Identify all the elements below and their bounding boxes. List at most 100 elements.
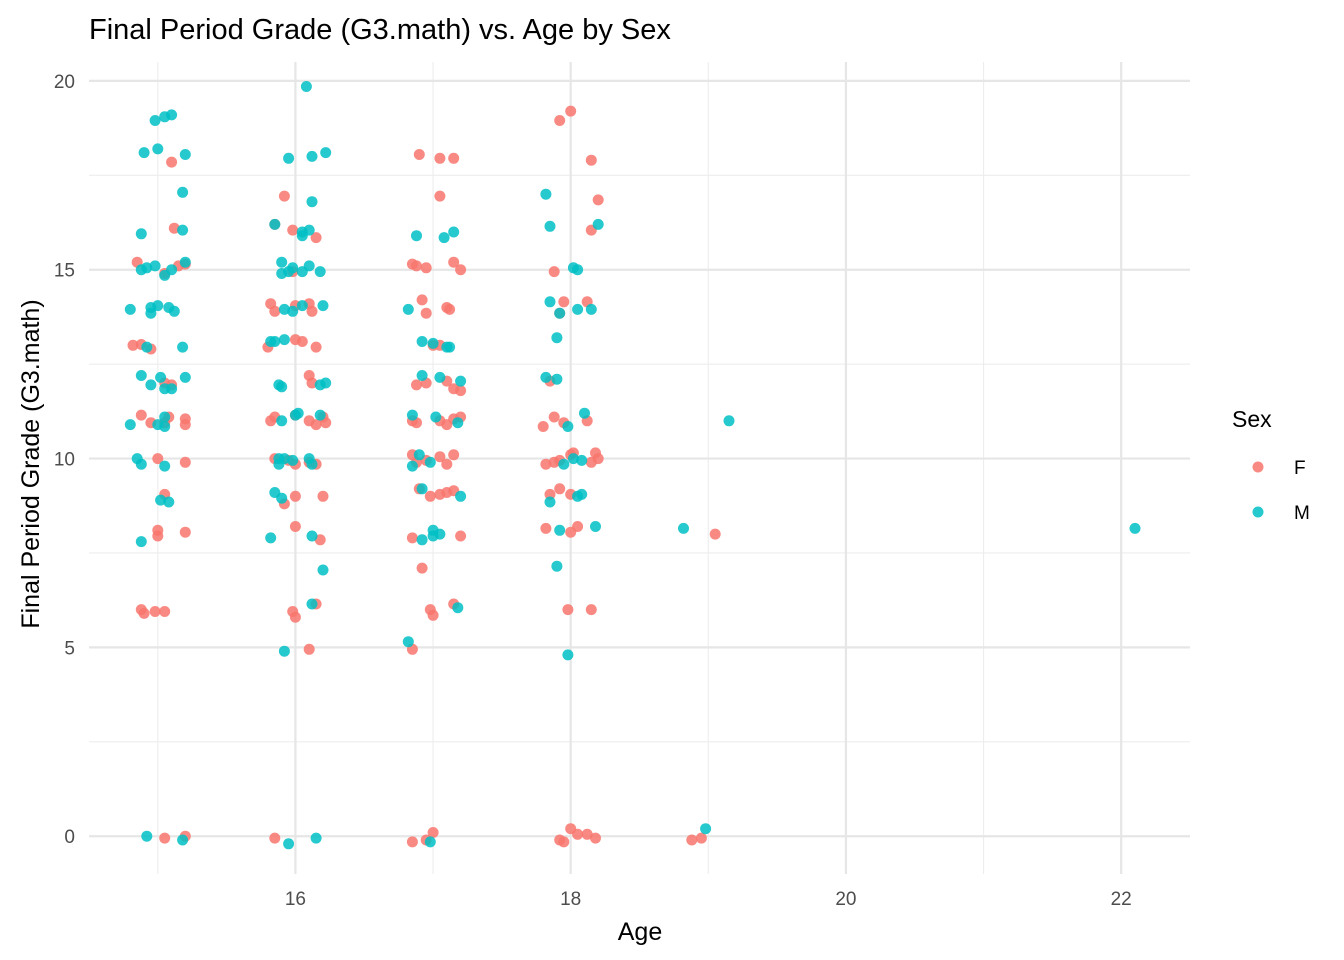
data-point-f xyxy=(554,115,566,126)
data-point-m xyxy=(562,649,574,661)
data-point-m xyxy=(265,532,277,544)
data-point-f xyxy=(585,154,597,166)
data-point-m xyxy=(314,266,326,278)
data-point-m xyxy=(427,337,439,349)
data-point-m xyxy=(155,371,167,383)
data-point-m xyxy=(306,150,318,162)
data-point-m xyxy=(306,598,318,610)
data-point-m xyxy=(455,375,467,387)
data-point-f xyxy=(310,419,322,431)
data-point-m xyxy=(1129,522,1141,534)
data-point-f xyxy=(441,458,453,470)
data-point-f xyxy=(448,152,460,164)
data-point-f xyxy=(416,294,428,306)
data-point-m xyxy=(287,305,299,317)
data-point-m xyxy=(562,421,574,432)
data-point-m xyxy=(141,341,153,353)
data-point-m xyxy=(427,530,439,542)
data-point-f xyxy=(455,385,467,397)
data-point-m xyxy=(540,371,552,383)
data-point-m xyxy=(278,303,290,315)
data-point-f xyxy=(554,483,566,495)
data-point-f xyxy=(149,606,161,617)
data-point-f xyxy=(455,530,467,542)
data-point-m xyxy=(579,407,590,419)
data-point-f xyxy=(581,828,593,840)
data-point-m xyxy=(149,260,161,272)
data-point-m xyxy=(576,454,588,466)
data-point-m xyxy=(135,458,147,470)
data-point-m xyxy=(287,262,299,274)
data-point-f xyxy=(558,836,570,848)
data-point-f xyxy=(544,488,556,500)
data-point-f xyxy=(306,377,318,389)
data-point-m xyxy=(416,534,428,546)
data-point-m xyxy=(406,460,418,472)
data-point-f xyxy=(416,562,428,574)
data-point-m xyxy=(700,823,712,835)
data-point-f xyxy=(306,305,318,317)
data-point-m xyxy=(124,303,136,315)
data-point-f xyxy=(434,152,446,164)
data-point-m xyxy=(590,521,601,532)
data-point-f xyxy=(289,521,301,532)
data-point-m xyxy=(416,483,428,495)
data-point-m xyxy=(444,341,456,353)
grid-lines xyxy=(89,62,1190,874)
data-point-m xyxy=(303,260,315,272)
data-point-m xyxy=(273,458,285,470)
data-point-m xyxy=(296,230,308,242)
data-point-m xyxy=(166,383,178,395)
data-point-f xyxy=(166,156,178,168)
x-axis-label: Age xyxy=(618,918,662,946)
data-point-m xyxy=(163,496,175,508)
data-point-f xyxy=(179,526,191,538)
data-point-m xyxy=(416,370,428,381)
data-point-f xyxy=(411,379,422,391)
data-point-m xyxy=(585,303,597,315)
data-point-f xyxy=(296,336,308,347)
data-point-f xyxy=(310,232,322,244)
data-point-f xyxy=(540,458,552,470)
data-point-f xyxy=(592,194,604,206)
data-point-f xyxy=(448,256,460,268)
data-point-f xyxy=(558,296,570,308)
data-point-m xyxy=(402,303,414,315)
data-point-m xyxy=(152,300,164,312)
data-point-f xyxy=(420,307,432,319)
data-point-m xyxy=(159,421,171,432)
data-point-f xyxy=(537,421,549,432)
data-point-m xyxy=(678,522,689,534)
data-point-m xyxy=(135,228,147,240)
data-point-f xyxy=(695,832,707,844)
data-point-f xyxy=(455,264,467,276)
data-point-m xyxy=(416,336,428,347)
data-point-m xyxy=(276,415,288,427)
data-point-f xyxy=(548,266,560,278)
data-point-m xyxy=(306,530,318,542)
data-point-m xyxy=(145,379,157,391)
x-tick-label: 22 xyxy=(1111,889,1132,910)
data-point-f xyxy=(320,417,332,429)
data-point-m xyxy=(320,147,332,159)
data-point-f xyxy=(179,419,191,431)
y-tick-label: 20 xyxy=(54,72,75,93)
data-point-m xyxy=(177,834,189,846)
data-point-m xyxy=(452,602,464,614)
data-point-m xyxy=(544,496,556,508)
data-point-m xyxy=(177,224,189,236)
data-point-m xyxy=(438,232,450,244)
data-point-m xyxy=(424,836,436,848)
data-point-f xyxy=(444,303,456,315)
data-point-m xyxy=(289,409,301,421)
data-point-m xyxy=(572,303,584,315)
data-point-f xyxy=(314,534,326,546)
data-point-f xyxy=(168,222,180,234)
data-point-m xyxy=(544,220,556,232)
data-point-m xyxy=(138,147,150,159)
legend-label-f: F xyxy=(1294,458,1306,479)
legend-swatch-m xyxy=(1252,506,1264,518)
data-point-f xyxy=(127,339,139,351)
